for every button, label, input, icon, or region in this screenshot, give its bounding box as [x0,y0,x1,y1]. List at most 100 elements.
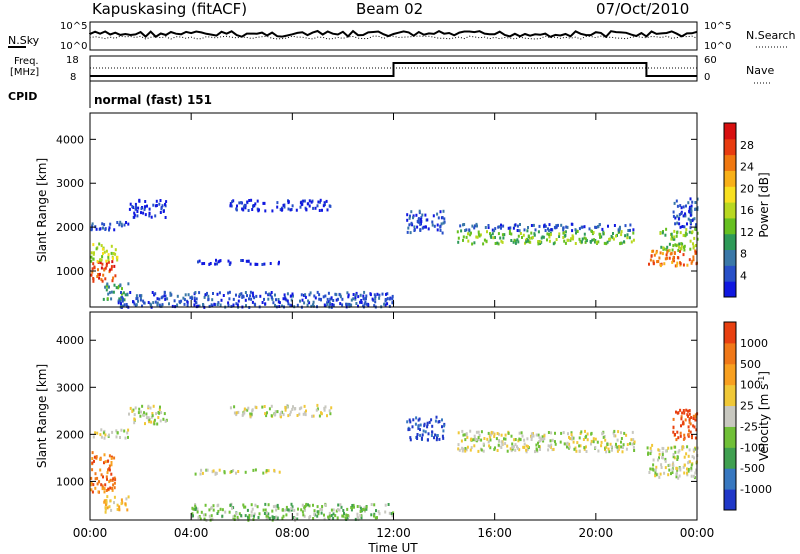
velocity-data-cell [221,508,224,512]
power-data-cell [543,224,546,228]
velocity-data-cell [679,408,682,412]
power-data-cell [467,239,470,243]
power-data-cell [133,213,136,217]
power-data-cell [161,204,164,208]
velocity-data-cell [118,508,121,512]
velocity-scatter-region [229,403,333,419]
velocity-data-cell [417,425,420,429]
velocity-data-cell [312,517,315,520]
power-data-cell [321,208,323,212]
power-data-cell [140,211,142,215]
power-data-cell [263,297,265,301]
power-data-cell [689,205,691,209]
velocity-data-cell [339,503,342,507]
power-data-cell [491,228,494,232]
power-data-cell [680,242,683,246]
velocity-data-cell [682,437,685,441]
power-data-cell [658,256,661,260]
velocity-data-cell [616,445,619,449]
velocity-data-cell [537,433,540,437]
power-data-cell [154,292,157,296]
power-colorbar-frame [723,122,737,298]
power-data-cell [665,227,668,231]
velocity-data-cell [688,418,691,422]
velocity-data-cell [237,410,240,414]
velocity-data-cell [287,508,290,512]
velocity-data-cell [113,481,116,485]
power-data-cell [227,303,230,307]
velocity-data-cell [106,471,109,475]
power-data-cell [135,204,137,208]
velocity-data-cell [551,448,554,452]
power-data-cell [107,292,110,296]
velocity-data-cell [518,437,521,441]
velocity-data-cell [104,483,107,487]
velocity-y-tick-label: 1000 [56,475,84,488]
power-data-cell [516,238,519,242]
velocity-data-cell [683,455,686,459]
power-data-cell [106,297,109,301]
power-data-cell [355,302,358,305]
velocity-data-cell [416,435,418,439]
velocity-data-cell [566,445,568,449]
velocity-data-cell [90,488,93,492]
power-data-cell [528,236,531,240]
power-data-cell [108,285,110,289]
power-data-cell [473,226,476,230]
power-data-cell [117,301,120,305]
power-data-cell [203,262,206,265]
velocity-data-cell [363,506,366,510]
velocity-data-cell [590,442,592,446]
power-data-cell [671,248,674,252]
power-data-cell [154,300,157,304]
velocity-data-cell [695,468,698,472]
velocity-data-cell [109,486,112,490]
velocity-data-cell [679,434,682,438]
velocity-data-cell [687,461,690,465]
power-data-cell [345,302,348,306]
power-data-cell [274,303,276,307]
power-data-cell [249,294,252,298]
power-data-cell [162,210,165,213]
velocity-data-cell [648,471,651,474]
velocity-data-cell [676,411,679,415]
power-data-cell [555,224,558,228]
velocity-data-cell [427,432,430,436]
velocity-data-cell [687,454,690,458]
power-data-cell [245,259,248,263]
velocity-data-cell [586,438,589,442]
velocity-data-cell [287,414,290,418]
velocity-data-cell [610,445,613,449]
velocity-data-cell [346,516,349,520]
power-data-cell [240,292,243,296]
power-data-cell [613,224,616,227]
power-data-cell [373,304,376,308]
power-data-cell [296,303,299,307]
power-data-cell [106,282,109,286]
power-data-cell [238,201,241,205]
velocity-data-cell [276,504,279,508]
velocity-data-cell [672,464,675,468]
velocity-data-cell [470,446,473,450]
velocity-data-cell [690,463,693,467]
power-data-cell [661,231,664,235]
velocity-data-cell [196,507,199,511]
power-data-cell [415,213,418,217]
power-data-cell [237,299,240,303]
power-data-cell [363,290,366,294]
velocity-data-cell [668,468,671,472]
velocity-data-cell [95,455,98,459]
velocity-data-cell [623,431,626,435]
power-data-cell [607,224,609,228]
power-colorbar-segment [724,138,736,156]
velocity-data-cell [152,404,155,408]
velocity-colorbar-tick-label: 100 [740,379,761,392]
power-data-cell [264,209,267,213]
power-data-cell [159,211,162,214]
velocity-data-cell [517,439,520,443]
power-data-cell [424,225,427,229]
power-data-cell [100,278,103,282]
time-tick-label: 16:00 [477,526,512,540]
power-data-cell [278,301,281,305]
velocity-data-cell [384,510,387,514]
